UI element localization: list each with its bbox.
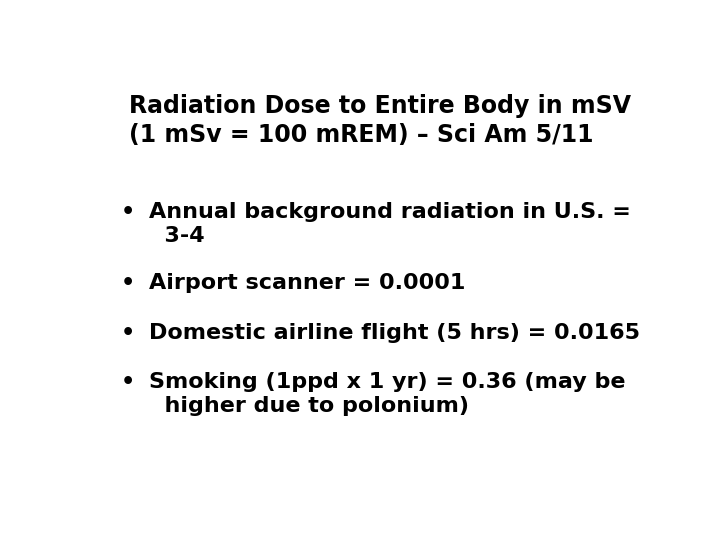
Text: •: • bbox=[121, 273, 135, 293]
Text: •: • bbox=[121, 373, 135, 393]
Text: Airport scanner = 0.0001: Airport scanner = 0.0001 bbox=[148, 273, 465, 293]
Text: Annual background radiation in U.S. =
  3-4: Annual background radiation in U.S. = 3-… bbox=[148, 202, 631, 246]
Text: •: • bbox=[121, 202, 135, 222]
Text: Domestic airline flight (5 hrs) = 0.0165: Domestic airline flight (5 hrs) = 0.0165 bbox=[148, 322, 639, 342]
Text: Radiation Dose to Entire Body in mSV
(1 mSv = 100 mREM) – Sci Am 5/11: Radiation Dose to Entire Body in mSV (1 … bbox=[129, 94, 631, 147]
Text: •: • bbox=[121, 322, 135, 342]
Text: Smoking (1ppd x 1 yr) = 0.36 (may be
  higher due to polonium): Smoking (1ppd x 1 yr) = 0.36 (may be hig… bbox=[148, 373, 625, 416]
